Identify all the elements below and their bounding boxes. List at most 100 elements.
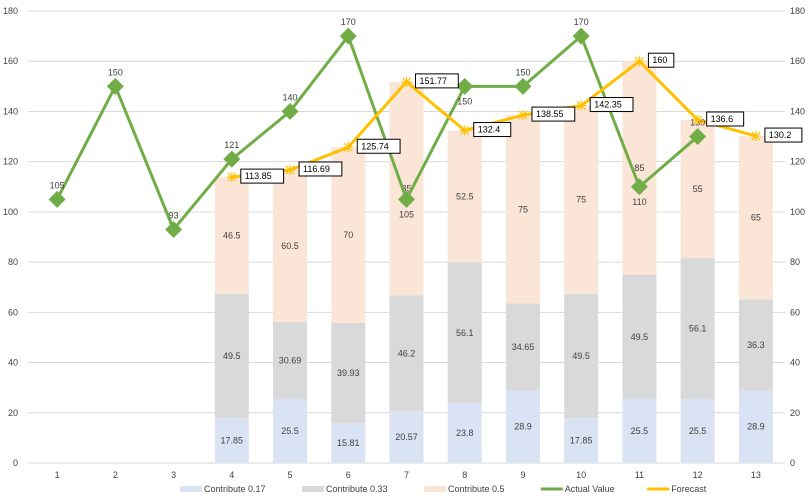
forecast-marker (401, 76, 412, 87)
y-tick-label-right: 180 (790, 6, 805, 16)
bar-segment (505, 303, 540, 391)
forecast-marker (226, 172, 237, 183)
bar-segment (622, 398, 657, 463)
bar-data-label: 56.1 (456, 328, 474, 338)
bar-segment (680, 258, 715, 399)
bar-data-label: 75 (518, 204, 528, 214)
forecast-label-box (589, 97, 634, 113)
bar-data-label: 49.5 (223, 351, 241, 361)
bar-segment (680, 398, 715, 463)
actual-data-label: 150 (515, 67, 530, 77)
x-tick-label: 13 (751, 470, 761, 480)
bar-segment (447, 262, 482, 404)
y-tick-label-left: 20 (8, 408, 18, 418)
bar-segment (622, 274, 657, 399)
bar-segment (273, 398, 308, 463)
x-tick-label: 7 (404, 470, 409, 480)
forecast-data-label: 132.4 (478, 125, 501, 135)
forecast-label-box (706, 111, 745, 127)
bar-segment (273, 169, 308, 322)
forecast-data-label: 136.6 (711, 114, 734, 124)
forecast-label-box (473, 122, 512, 138)
bar-segment (738, 136, 773, 300)
forecast-marker (285, 164, 296, 175)
y-tick-label-left: 0 (13, 458, 18, 468)
actual-data-label: 110 (632, 197, 646, 207)
actual-marker (165, 220, 183, 238)
forecast-data-label: 151.77 (420, 76, 448, 86)
actual-data-label: 121 (224, 140, 239, 150)
y-tick-label-left: 120 (3, 157, 18, 167)
y-tick-label-left: 40 (8, 358, 18, 368)
legend-item: Contribute 0.5 (424, 484, 505, 494)
actual-data-label: 140 (283, 92, 298, 102)
bar-segment (622, 61, 657, 275)
x-tick-label: 10 (576, 470, 586, 480)
forecast-marker (517, 110, 528, 121)
bar-data-label: 55 (693, 184, 703, 194)
bar-data-label: 70 (343, 230, 353, 240)
forecast-data-label: 113.85 (245, 171, 272, 181)
bar-data-label: 56.1 (689, 324, 707, 334)
y-tick-label-right: 0 (790, 458, 795, 468)
bar-segment (738, 299, 773, 391)
actual-data-label: 150 (457, 96, 472, 106)
x-tick-label: 2 (113, 470, 118, 480)
forecast-data-label: 160 (652, 55, 667, 65)
forecast-marker (750, 131, 761, 142)
bar-segment (389, 411, 424, 463)
actual-data-label: 150 (108, 67, 123, 77)
legend-label: Contribute 0.5 (448, 484, 505, 494)
legend-item: Contribute 0.33 (302, 484, 388, 494)
bar-data-label: 49.5 (572, 351, 590, 361)
forecast-data-label: 116.69 (303, 164, 330, 174)
bar-data-label: 28.9 (747, 422, 765, 432)
bar-data-label: 25.5 (689, 426, 707, 436)
bar-data-label: 25.5 (281, 426, 299, 436)
bar-segment (214, 293, 249, 419)
bar-data-label: 60.5 (281, 241, 299, 251)
y-tick-label-right: 80 (790, 257, 800, 267)
bar-segment (214, 177, 249, 294)
bar-data-label: 17.85 (221, 436, 244, 446)
y-tick-label-left: 60 (8, 307, 18, 317)
y-tick-label-left: 140 (3, 106, 18, 116)
bar-data-label: 36.3 (747, 340, 765, 350)
bar-data-label: 15.81 (337, 438, 360, 448)
forecast-label-box (298, 161, 343, 177)
bar-data-label: 20.57 (395, 432, 418, 442)
x-tick-label: 3 (171, 470, 176, 480)
actual-data-label: 105 (50, 180, 65, 190)
bar-segment (331, 323, 366, 424)
legend-label: Actual Value (565, 484, 615, 494)
bar-segment (389, 81, 424, 296)
forecast-marker (634, 56, 645, 67)
series-line (55, 33, 699, 233)
y-tick-label-right: 160 (790, 56, 805, 66)
bar-data-label: 46.2 (398, 348, 416, 358)
bar-segment (738, 390, 773, 463)
actual-data-label: 93 (169, 210, 179, 220)
x-tick-label: 9 (520, 470, 525, 480)
bar-data-label: 46.5 (223, 230, 241, 240)
bar-data-label: 85 (634, 163, 644, 173)
actual-marker (223, 150, 241, 168)
forecast-label-box (356, 138, 401, 154)
y-tick-label-right: 120 (790, 157, 805, 167)
bar-segment (389, 295, 424, 412)
bar-data-label: 52.5 (456, 191, 474, 201)
x-tick-label: 1 (55, 470, 60, 480)
legend-label: Contribute 0.33 (326, 484, 388, 494)
forecast-marker (459, 125, 470, 136)
actual-marker (281, 102, 299, 120)
y-tick-label-right: 40 (790, 358, 800, 368)
actual-marker (106, 77, 124, 95)
bar-data-label: 49.5 (631, 332, 649, 342)
y-tick-label-right: 140 (790, 106, 805, 116)
forecast-marker (343, 142, 354, 153)
bar-segment (505, 390, 540, 463)
y-tick-label-left: 180 (3, 6, 18, 16)
actual-marker (630, 178, 648, 196)
forecast-label-box (240, 168, 285, 184)
